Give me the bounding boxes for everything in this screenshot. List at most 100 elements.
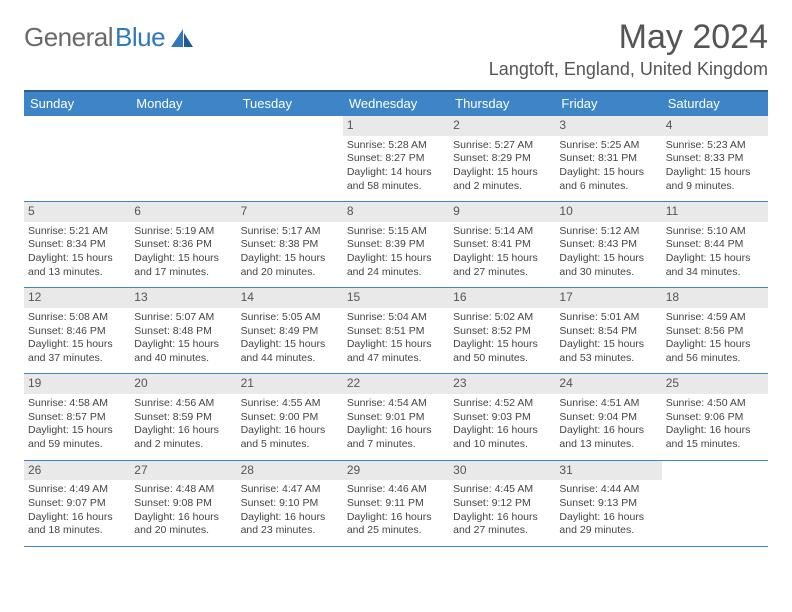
day-number: 1 bbox=[343, 116, 449, 136]
daylight-line: Daylight: 16 hours and 23 minutes. bbox=[241, 511, 339, 538]
sunset-line: Sunset: 8:41 PM bbox=[453, 238, 551, 252]
calendar-cell: 25Sunrise: 4:50 AMSunset: 9:06 PMDayligh… bbox=[662, 374, 768, 459]
brand-first: General bbox=[24, 22, 113, 53]
daylight-line: Daylight: 16 hours and 29 minutes. bbox=[559, 511, 657, 538]
daylight-line: Daylight: 16 hours and 5 minutes. bbox=[241, 424, 339, 451]
sunrise-line: Sunrise: 4:59 AM bbox=[666, 311, 764, 325]
location: Langtoft, England, United Kingdom bbox=[489, 59, 768, 80]
sunset-line: Sunset: 8:46 PM bbox=[28, 325, 126, 339]
day-header-cell: Friday bbox=[555, 92, 661, 116]
day-header-cell: Monday bbox=[130, 92, 236, 116]
calendar-cell: 1Sunrise: 5:28 AMSunset: 8:27 PMDaylight… bbox=[343, 116, 449, 201]
sunset-line: Sunset: 8:34 PM bbox=[28, 238, 126, 252]
day-number: 19 bbox=[24, 374, 130, 394]
calendar-cell: 4Sunrise: 5:23 AMSunset: 8:33 PMDaylight… bbox=[662, 116, 768, 201]
sail-icon bbox=[169, 27, 195, 49]
day-number: 5 bbox=[24, 202, 130, 222]
calendar-cell: 13Sunrise: 5:07 AMSunset: 8:48 PMDayligh… bbox=[130, 288, 236, 373]
day-number: 23 bbox=[449, 374, 555, 394]
calendar-cell: 14Sunrise: 5:05 AMSunset: 8:49 PMDayligh… bbox=[237, 288, 343, 373]
calendar-cell: 23 Sunrise: 4:52 AMSunset: 9:03 PMDayligh… bbox=[449, 374, 555, 459]
calendar-cell bbox=[237, 116, 343, 201]
sunset-line: Sunset: 9:10 PM bbox=[241, 497, 339, 511]
calendar-cell: 22Sunrise: 4:54 AMSunset: 9:01 PMDayligh… bbox=[343, 374, 449, 459]
calendar-cell: 9Sunrise: 5:14 AMSunset: 8:41 PMDaylight… bbox=[449, 202, 555, 287]
daylight-line: Daylight: 15 hours and 27 minutes. bbox=[453, 252, 551, 279]
sunrise-line: Sunrise: 4:45 AM bbox=[453, 483, 551, 497]
sunset-line: Sunset: 9:06 PM bbox=[666, 411, 764, 425]
daylight-line: Daylight: 16 hours and 13 minutes. bbox=[559, 424, 657, 451]
day-header-cell: Thursday bbox=[449, 92, 555, 116]
day-header-cell: Saturday bbox=[662, 92, 768, 116]
sunset-line: Sunset: 9:00 PM bbox=[241, 411, 339, 425]
calendar-week: 5 Sunrise: 5:21 AMSunset: 8:34 PM Daylight… bbox=[24, 202, 768, 288]
daylight-line: Daylight: 15 hours and 34 minutes. bbox=[666, 252, 764, 279]
sunset-line: Sunset: 8:39 PM bbox=[347, 238, 445, 252]
day-number: 10 bbox=[555, 202, 661, 222]
calendar-cell bbox=[662, 461, 768, 546]
sunrise-line: Sunrise: 4:46 AM bbox=[347, 483, 445, 497]
sunset-line: Sunset: 9:03 PM bbox=[453, 411, 551, 425]
daylight-line: Daylight: 16 hours and 15 minutes. bbox=[666, 424, 764, 451]
day-number: 4 bbox=[662, 116, 768, 136]
sunrise-line: Sunrise: 5:23 AM bbox=[666, 139, 764, 153]
sunset-line: Sunset: 8:49 PM bbox=[241, 325, 339, 339]
daylight-line: Daylight: 16 hours and 18 minutes. bbox=[28, 511, 126, 538]
sunrise-line: Sunrise: 5:27 AM bbox=[453, 139, 551, 153]
calendar-cell: 29Sunrise: 4:46 AMSunset: 9:11 PMDayligh… bbox=[343, 461, 449, 546]
sunset-line: Sunset: 8:31 PM bbox=[559, 152, 657, 166]
calendar: SundayMondayTuesdayWednesdayThursdayFrid… bbox=[24, 90, 768, 547]
day-number: 14 bbox=[237, 288, 343, 308]
sunset-line: Sunset: 9:13 PM bbox=[559, 497, 657, 511]
day-number: 12 bbox=[24, 288, 130, 308]
daylight-line: Daylight: 15 hours and 2 minutes. bbox=[453, 166, 551, 193]
sunset-line: Sunset: 8:33 PM bbox=[666, 152, 764, 166]
calendar-cell: 15Sunrise: 5:04 AMSunset: 8:51 PMDayligh… bbox=[343, 288, 449, 373]
day-number: 17 bbox=[555, 288, 661, 308]
day-number: 29 bbox=[343, 461, 449, 481]
day-number: 16 bbox=[449, 288, 555, 308]
sunset-line: Sunset: 8:29 PM bbox=[453, 152, 551, 166]
header: GeneralBlue May 2024 Langtoft, England, … bbox=[24, 18, 768, 80]
sunrise-line: Sunrise: 5:10 AM bbox=[666, 225, 764, 239]
daylight-line: Daylight: 15 hours and 6 minutes. bbox=[559, 166, 657, 193]
sunset-line: Sunset: 9:12 PM bbox=[453, 497, 551, 511]
calendar-week: 1Sunrise: 5:28 AMSunset: 8:27 PMDaylight… bbox=[24, 116, 768, 202]
daylight-line: Daylight: 15 hours and 17 minutes. bbox=[134, 252, 232, 279]
calendar-cell bbox=[24, 116, 130, 201]
sunrise-line: Sunrise: 5:21 AM bbox=[28, 225, 126, 239]
calendar-week: 12Sunrise: 5:08 AMSunset: 8:46 PMDayligh… bbox=[24, 288, 768, 374]
calendar-cell: 19Sunrise: 4:58 AMSunset: 8:57 PMDayligh… bbox=[24, 374, 130, 459]
day-number: 27 bbox=[130, 461, 236, 481]
daylight-line: Daylight: 15 hours and 37 minutes. bbox=[28, 338, 126, 365]
day-number: 28 bbox=[237, 461, 343, 481]
sunrise-line: Sunrise: 4:52 AM bbox=[453, 397, 551, 411]
day-number: 8 bbox=[343, 202, 449, 222]
day-number: 26 bbox=[24, 461, 130, 481]
sunset-line: Sunset: 8:43 PM bbox=[559, 238, 657, 252]
sunrise-line: Sunrise: 5:02 AM bbox=[453, 311, 551, 325]
day-number: 11 bbox=[662, 202, 768, 222]
sunrise-line: Sunrise: 5:05 AM bbox=[241, 311, 339, 325]
title-block: May 2024 Langtoft, England, United Kingd… bbox=[489, 18, 768, 80]
day-number: 24 bbox=[555, 374, 661, 394]
calendar-cell: 8Sunrise: 5:15 AMSunset: 8:39 PMDaylight… bbox=[343, 202, 449, 287]
sunrise-line: Sunrise: 4:50 AM bbox=[666, 397, 764, 411]
sunset-line: Sunset: 9:04 PM bbox=[559, 411, 657, 425]
calendar-cell: 31Sunrise: 4:44 AMSunset: 9:13 PMDayligh… bbox=[555, 461, 661, 546]
day-number: 15 bbox=[343, 288, 449, 308]
calendar-cell: 3Sunrise: 5:25 AMSunset: 8:31 PMDaylight… bbox=[555, 116, 661, 201]
daylight-line: Daylight: 16 hours and 27 minutes. bbox=[453, 511, 551, 538]
day-number: 22 bbox=[343, 374, 449, 394]
sunrise-line: Sunrise: 5:01 AM bbox=[559, 311, 657, 325]
sunset-line: Sunset: 9:01 PM bbox=[347, 411, 445, 425]
sunrise-line: Sunrise: 5:07 AM bbox=[134, 311, 232, 325]
calendar-cell: 24Sunrise: 4:51 AMSunset: 9:04 PMDayligh… bbox=[555, 374, 661, 459]
sunset-line: Sunset: 8:44 PM bbox=[666, 238, 764, 252]
calendar-cell: 12Sunrise: 5:08 AMSunset: 8:46 PMDayligh… bbox=[24, 288, 130, 373]
sunset-line: Sunset: 9:11 PM bbox=[347, 497, 445, 511]
daylight-line: Daylight: 16 hours and 10 minutes. bbox=[453, 424, 551, 451]
sunrise-line: Sunrise: 5:04 AM bbox=[347, 311, 445, 325]
day-header-cell: Sunday bbox=[24, 92, 130, 116]
sunrise-line: Sunrise: 5:15 AM bbox=[347, 225, 445, 239]
